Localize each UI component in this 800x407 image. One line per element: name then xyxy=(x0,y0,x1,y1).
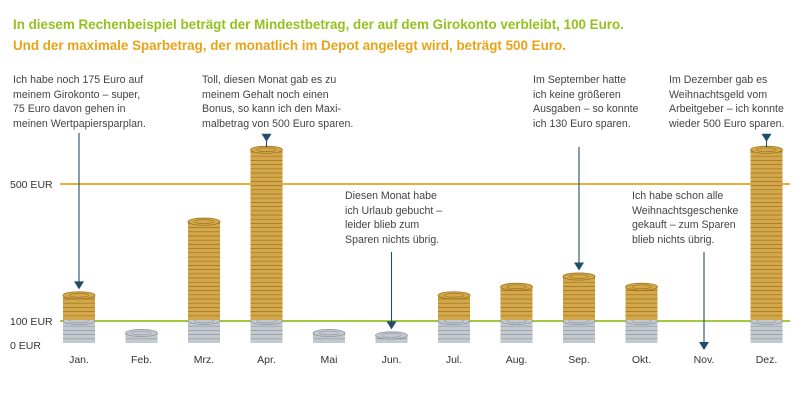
x-tick-label-apr: Apr. xyxy=(257,354,276,366)
arrow-jan-head xyxy=(74,281,84,290)
x-tick-label-dez: Dez. xyxy=(756,354,778,366)
x-tick-label-jan: Jan. xyxy=(69,354,89,366)
silver-coin-stack-jun xyxy=(375,331,408,343)
annotation-jun: Diesen Monat habe ich Urlaub gebucht – l… xyxy=(345,190,443,247)
x-tick-label-sep: Sep. xyxy=(568,354,590,366)
gold-coin-stack-sep xyxy=(562,272,596,320)
gold-coin-stack-okt xyxy=(625,282,658,320)
silver-coin-stack-jan xyxy=(62,316,96,343)
silver-coin-stack-mrz xyxy=(187,316,221,343)
gold-coin-stack-apr xyxy=(250,145,283,320)
silver-coin-stack-okt xyxy=(625,316,658,343)
x-tick-label-aug: Aug. xyxy=(506,354,528,366)
silver-coin-stack-mai xyxy=(312,328,346,343)
x-tick-label-mrz: Mrz. xyxy=(194,354,214,366)
y-tick-label: 500 EUR xyxy=(10,179,53,191)
arrow-nov-head xyxy=(699,342,709,350)
annotation-jan: Ich habe noch 175 Euro auf meinem Giroko… xyxy=(13,74,146,131)
annotation-sep: Im September hatte ich keine größeren Au… xyxy=(533,74,639,131)
headline-line-2: Und der maximale Sparbetrag, der monatli… xyxy=(13,38,566,53)
arrow-apr-head xyxy=(261,133,272,142)
silver-coin-stack-sep xyxy=(562,316,596,343)
arrow-jun-head xyxy=(386,321,397,330)
x-tick-label-jul: Jul. xyxy=(446,354,462,366)
arrow-dez-head xyxy=(761,133,772,142)
gold-coin-stack-jul xyxy=(437,291,471,320)
gold-coin-stack-aug xyxy=(500,282,533,320)
y-tick-label: 100 EUR xyxy=(10,316,53,328)
arrow-sep-head xyxy=(574,262,584,271)
silver-coin-stack-dez xyxy=(750,316,783,343)
annotation-apr: Toll, diesen Monat gab es zu meinem Geha… xyxy=(202,74,354,131)
silver-coin-stack-apr xyxy=(250,316,283,343)
x-tick-label-okt: Okt. xyxy=(632,354,651,366)
gold-coin-stack-jan xyxy=(62,291,96,320)
silver-coin-stack-aug xyxy=(500,316,533,343)
x-tick-label-jun: Jun. xyxy=(382,354,402,366)
x-tick-label-mai: Mai xyxy=(321,354,338,366)
silver-coin-stack-feb xyxy=(125,328,158,343)
gold-coin-stack-mrz xyxy=(187,217,221,320)
silver-coin-stack-jul xyxy=(437,316,471,343)
y-tick-label: 0 EUR xyxy=(10,340,41,352)
annotation-nov: Ich habe schon alle Weihnachtsgeschenke … xyxy=(632,190,739,247)
x-tick-label-feb: Feb. xyxy=(131,354,152,366)
headline-line-1: In diesem Rechenbeispiel beträgt der Min… xyxy=(13,17,624,32)
x-tick-label-nov: Nov. xyxy=(694,354,715,366)
gold-coin-stack-dez xyxy=(750,145,783,320)
annotation-dez: Im Dezember gab es Weihnachtsgeld vom Ar… xyxy=(669,74,785,131)
